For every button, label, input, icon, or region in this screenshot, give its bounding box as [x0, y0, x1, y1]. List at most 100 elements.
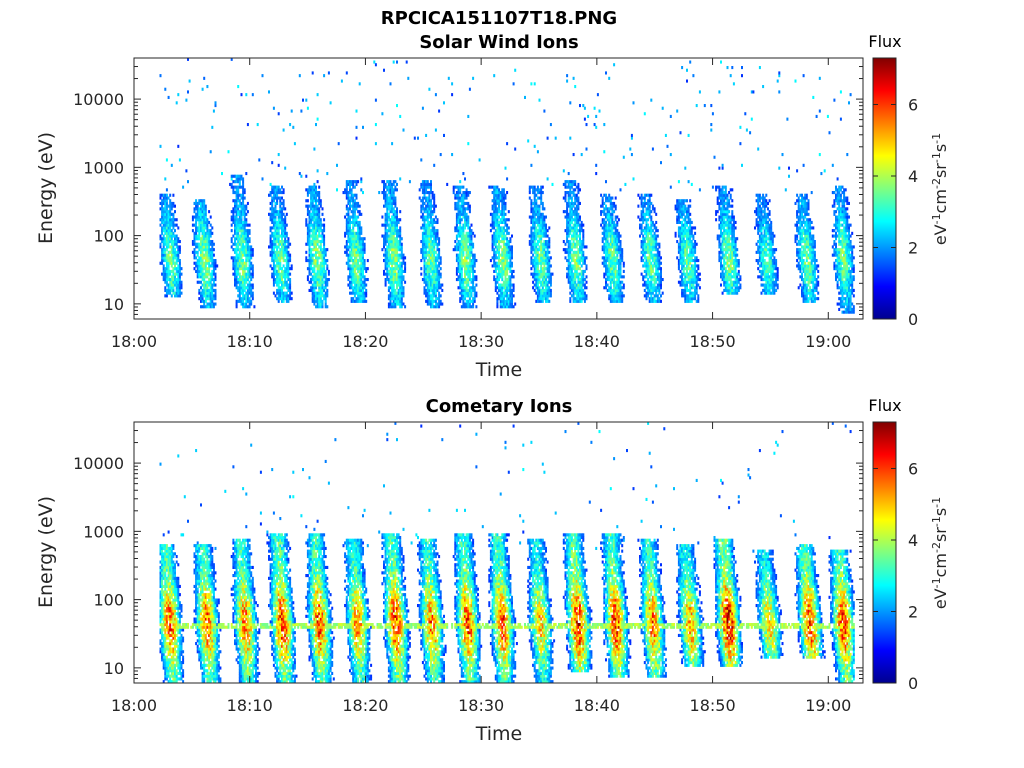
spectrogram-cell [165, 188, 168, 192]
spectrogram-cell [319, 234, 322, 238]
spectrogram-cell [282, 280, 285, 284]
spectrogram-cell [391, 261, 394, 265]
spectrogram-cell [570, 286, 573, 290]
spectrogram-cell [177, 253, 180, 257]
spectrogram-cell [271, 275, 274, 279]
spectrogram-cell [494, 280, 497, 284]
spectrogram-cell [235, 264, 238, 268]
spectrogram-cell [350, 280, 353, 284]
spectrogram-cell [548, 264, 551, 268]
spectrogram-cell [391, 142, 394, 146]
spectrogram-cell [169, 259, 172, 263]
spectrogram-cell [358, 288, 361, 292]
spectrogram-cell [170, 234, 173, 238]
spectrogram-cell [494, 193, 497, 197]
spectrogram-cell [501, 191, 504, 195]
spectrogram-cell [187, 58, 189, 61]
spectrogram-cell [352, 253, 355, 257]
spectrogram-cell [319, 261, 322, 265]
spectrogram-cell [434, 234, 437, 238]
spectrogram-cell [347, 256, 350, 260]
spectrogram-cell [601, 245, 604, 249]
spectrogram-cell [164, 253, 167, 257]
spectrogram-cell [313, 193, 316, 197]
spectrogram-cell [167, 261, 170, 265]
spectrogram-cell [208, 250, 211, 254]
spectrogram-cell [507, 256, 510, 260]
spectrogram-cell [169, 215, 172, 219]
spectrogram-cell [504, 299, 507, 303]
spectrogram-cell [319, 269, 322, 273]
spectrogram-cell [549, 272, 552, 276]
spectrogram-cell [201, 267, 204, 271]
spectrogram-cell [313, 226, 316, 230]
spectrogram-cell [460, 272, 463, 276]
spectrogram-cell [177, 275, 180, 279]
spectrogram-cell [501, 261, 504, 265]
spectrogram-cell [203, 278, 206, 282]
spectrogram-cell [532, 215, 535, 219]
spectrogram-cell [533, 188, 536, 192]
spectrogram-cell [237, 269, 240, 273]
spectrogram-cell [493, 231, 496, 235]
spectrogram-cell [308, 234, 311, 238]
spectrogram-cell [400, 278, 403, 282]
spectrogram-cell [433, 210, 436, 214]
spectrogram-cell [353, 256, 356, 260]
spectrogram-cell [319, 299, 322, 303]
spectrogram-cell [165, 234, 168, 238]
spectrogram-cell [289, 288, 292, 292]
spectrogram-cell [165, 269, 168, 273]
spectrogram-cell [203, 226, 206, 230]
spectrogram-cell [491, 245, 494, 249]
spectrogram-cell [308, 259, 311, 263]
spectrogram-cell [506, 302, 509, 306]
spectrogram-cell [235, 212, 238, 216]
spectrogram-cell [569, 299, 572, 303]
spectrogram-cell [164, 242, 167, 246]
spectrogram-cell [536, 272, 539, 276]
spectrogram-cell [180, 272, 183, 276]
spectrogram-cell [511, 256, 513, 260]
spectrogram-cell [352, 259, 355, 263]
spectrogram-cell [165, 204, 168, 208]
spectrogram-cell [384, 199, 387, 203]
spectrogram-cell [462, 207, 465, 211]
spectrogram-cell [355, 136, 358, 140]
spectrogram-cell [315, 226, 317, 230]
spectrogram-cell [583, 259, 586, 263]
spectrogram-cell [274, 280, 277, 284]
spectrogram-cell [574, 275, 577, 279]
spectrogram-cell [543, 280, 546, 284]
spectrogram-cell [360, 280, 363, 284]
spectrogram-cell [321, 231, 324, 235]
spectrogram-cell [509, 280, 512, 284]
spectrogram-cell [318, 294, 321, 298]
spectrogram-cell [400, 297, 403, 301]
spectrogram-cell [601, 231, 604, 235]
spectrogram-cell [316, 248, 319, 252]
spectrogram-cell [428, 280, 431, 284]
spectrogram-cell [543, 272, 546, 276]
spectrogram-cell [214, 101, 217, 105]
spectrogram-cell [582, 261, 585, 265]
spectrogram-cell [389, 283, 392, 287]
spectrogram-cell [392, 240, 395, 244]
spectrogram-cell [567, 220, 570, 224]
spectrogram-cell [326, 264, 329, 268]
spectrogram-cell [399, 231, 402, 235]
spectrogram-cell [178, 275, 181, 279]
spectrogram-cell [459, 299, 462, 303]
spectrogram-cell [238, 291, 241, 295]
spectrogram-cell [287, 250, 290, 254]
spectrogram-cell [391, 278, 394, 282]
spectrogram-cell [436, 237, 439, 241]
spectrogram-cell [206, 242, 209, 246]
spectrogram-cell [355, 299, 358, 303]
spectrogram-cell [211, 272, 214, 276]
spectrogram-cell [535, 261, 538, 265]
spectrogram-cell [164, 229, 167, 233]
spectrogram-cell [169, 231, 172, 235]
spectrogram-cell [345, 226, 348, 230]
spectrogram-cell [383, 223, 385, 227]
